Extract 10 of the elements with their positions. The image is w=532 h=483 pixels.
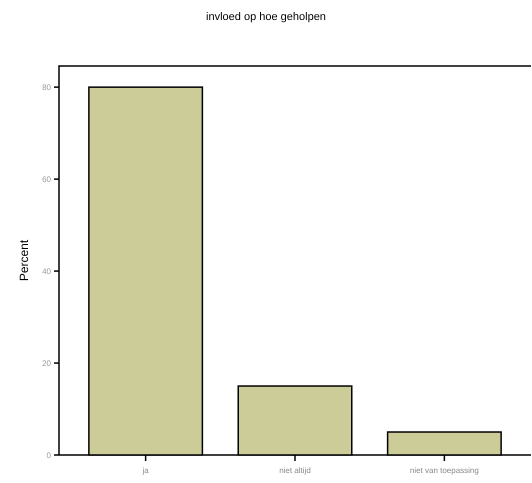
x-tick-label: niet altijd (279, 466, 311, 475)
y-axis-title: Percent (17, 239, 31, 282)
x-tick-label: niet van toepassing (410, 466, 479, 475)
y-tick-label: 40 (42, 266, 52, 276)
y-tick-label: 80 (42, 82, 52, 92)
chart-title: invloed op hoe geholpen (206, 11, 326, 23)
x-tick-label: ja (142, 466, 150, 475)
y-tick-label: 0 (46, 450, 52, 460)
y-tick-label: 60 (42, 174, 52, 184)
y-tick-label: 20 (42, 358, 52, 368)
